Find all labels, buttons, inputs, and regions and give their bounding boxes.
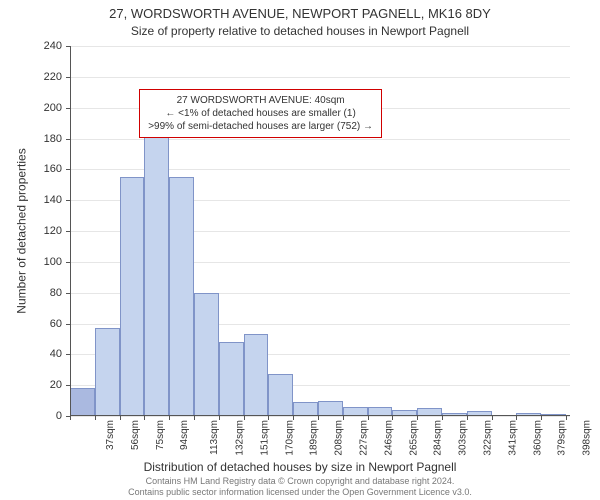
y-tick-label: 220 (44, 71, 62, 83)
y-tick-label: 180 (44, 133, 62, 145)
y-tick-mark (66, 169, 70, 170)
y-tick-label: 140 (44, 194, 62, 206)
footer-line-2: Contains public sector information licen… (0, 487, 600, 498)
y-tick-mark (66, 385, 70, 386)
x-tick-label: 208sqm (334, 420, 345, 456)
y-tick-label: 60 (50, 318, 62, 330)
footer-line-1: Contains HM Land Registry data © Crown c… (0, 476, 600, 487)
x-tick-label: 303sqm (458, 420, 469, 456)
y-tick-mark (66, 231, 70, 232)
x-tick-label: 265sqm (408, 420, 419, 456)
chart-address-title: 27, WORDSWORTH AVENUE, NEWPORT PAGNELL, … (0, 6, 600, 21)
x-tick-mark (516, 416, 517, 420)
x-tick-label: 56sqm (130, 420, 141, 450)
x-tick-mark (442, 416, 443, 420)
x-tick-mark (566, 416, 567, 420)
x-tick-label: 94sqm (179, 420, 190, 450)
y-tick-mark (66, 262, 70, 263)
x-tick-label: 75sqm (155, 420, 166, 450)
x-tick-mark (244, 416, 245, 420)
x-tick-label: 379sqm (557, 420, 568, 456)
y-tick-mark (66, 139, 70, 140)
x-tick-mark (194, 416, 195, 420)
x-tick-mark (95, 416, 96, 420)
y-tick-mark (66, 108, 70, 109)
x-tick-mark (268, 416, 269, 420)
x-tick-mark (467, 416, 468, 420)
x-tick-mark (417, 416, 418, 420)
x-tick-label: 322sqm (483, 420, 494, 456)
x-tick-label: 360sqm (532, 420, 543, 456)
x-tick-label: 189sqm (309, 420, 320, 456)
y-tick-mark (66, 293, 70, 294)
x-tick-mark (219, 416, 220, 420)
annotation-line-2: ← <1% of detached houses are smaller (1) (148, 107, 373, 120)
x-tick-mark (144, 416, 145, 420)
x-tick-label: 246sqm (383, 420, 394, 456)
x-tick-mark (343, 416, 344, 420)
y-tick-label: 20 (50, 379, 62, 391)
x-tick-label: 341sqm (507, 420, 518, 456)
y-tick-mark (66, 46, 70, 47)
x-tick-label: 227sqm (359, 420, 370, 456)
x-tick-label: 132sqm (235, 420, 246, 456)
y-tick-label: 100 (44, 256, 62, 268)
x-tick-label: 284sqm (433, 420, 444, 456)
y-tick-label: 80 (50, 287, 62, 299)
y-tick-label: 120 (44, 225, 62, 237)
y-tick-label: 200 (44, 102, 62, 114)
y-axis-title-text: Number of detached properties (15, 148, 29, 313)
footer-attribution: Contains HM Land Registry data © Crown c… (0, 476, 600, 498)
x-tick-mark (120, 416, 121, 420)
x-tick-label: 398sqm (582, 420, 593, 456)
x-axis-title: Distribution of detached houses by size … (0, 460, 600, 474)
y-tick-mark (66, 77, 70, 78)
x-tick-mark (541, 416, 542, 420)
x-tick-label: 37sqm (105, 420, 116, 450)
y-tick-mark (66, 354, 70, 355)
annotation-line-3: >99% of semi-detached houses are larger … (148, 120, 373, 133)
y-tick-label: 160 (44, 163, 62, 175)
y-tick-label: 40 (50, 348, 62, 360)
y-axis-title: Number of detached properties (12, 46, 32, 416)
x-tick-label: 170sqm (284, 420, 295, 456)
x-tick-mark (368, 416, 369, 420)
plot-area: 020406080100120140160180200220240 37sqm5… (70, 46, 570, 416)
y-tick-mark (66, 200, 70, 201)
x-tick-mark (318, 416, 319, 420)
x-tick-mark (293, 416, 294, 420)
chart-subtitle: Size of property relative to detached ho… (0, 24, 600, 38)
annotation-line-1: 27 WORDSWORTH AVENUE: 40sqm (148, 94, 373, 107)
y-axis-line (70, 46, 71, 416)
y-tick-label: 240 (44, 40, 62, 52)
property-annotation-box: 27 WORDSWORTH AVENUE: 40sqm ← <1% of det… (139, 89, 382, 138)
x-tick-mark (70, 416, 71, 420)
x-tick-mark (392, 416, 393, 420)
y-tick-mark (66, 324, 70, 325)
x-tick-label: 113sqm (209, 420, 220, 455)
y-tick-label: 0 (56, 410, 62, 422)
x-tick-mark (492, 416, 493, 420)
x-tick-mark (169, 416, 170, 420)
x-tick-label: 151sqm (259, 420, 270, 456)
